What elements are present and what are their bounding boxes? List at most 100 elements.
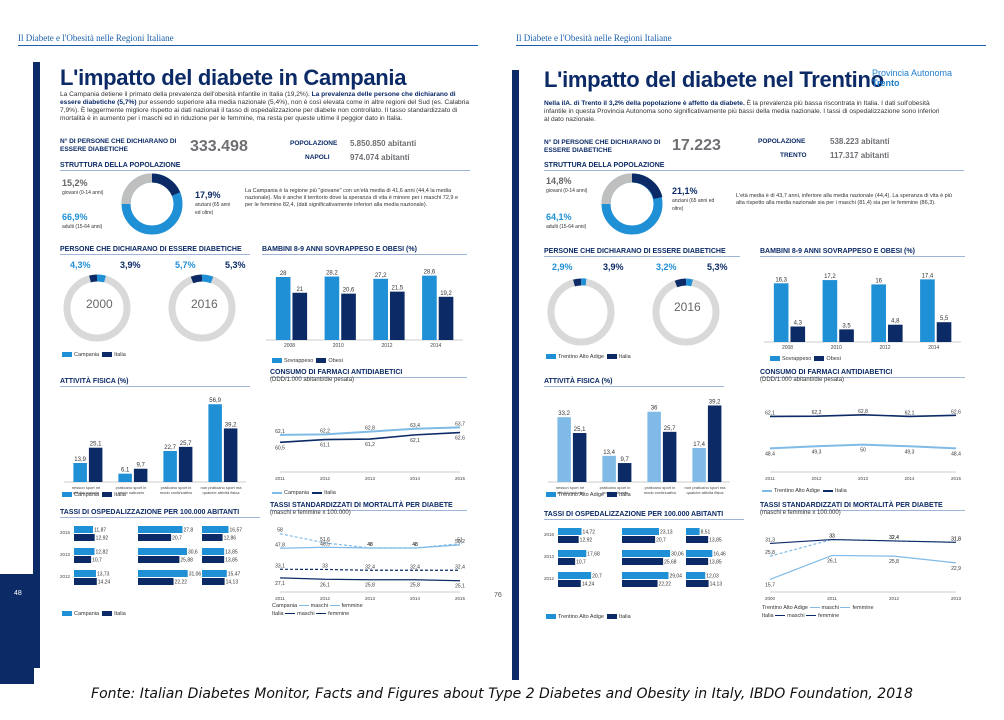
- source-caption: Fonte: Italian Diabetes Monitor, Facts a…: [91, 686, 913, 702]
- bar-label: 17,4: [922, 273, 934, 279]
- hbar: [686, 550, 713, 557]
- bar-label: 13,9: [74, 457, 86, 463]
- diab-2016-region: 5,7%: [175, 260, 196, 270]
- bar-label: 20,7: [592, 574, 602, 580]
- bar: [887, 324, 903, 342]
- bar-label: 16,3: [775, 277, 787, 283]
- point-label: 32,4: [455, 564, 465, 570]
- bar-label: 33,2: [558, 411, 570, 417]
- adult-label: adulti (15-64 anni): [546, 224, 587, 230]
- bar: [839, 329, 854, 342]
- running-head: Il Diabete e l'Obesità nelle Regioni Ita…: [516, 33, 672, 43]
- bar-label: 28,2: [326, 271, 338, 277]
- hbar: [202, 570, 227, 577]
- bar-label: 14,72: [583, 530, 596, 536]
- hbar: [202, 526, 229, 533]
- bar: [163, 450, 177, 482]
- drugs-unit: (DDD/1.000 abitanti/die pesata): [270, 377, 355, 383]
- bar-label: 23,13: [660, 530, 673, 536]
- diab-2016-italy: 5,3%: [225, 260, 246, 270]
- bar-label: 10,7: [576, 560, 586, 566]
- bar-label: 10,7: [92, 558, 102, 564]
- bar: [936, 322, 952, 342]
- point-label: 31,8: [951, 536, 961, 542]
- diab-2016-region: 3,2%: [656, 262, 677, 272]
- page-subtitle: Provincia Autonoma Trento: [872, 68, 953, 88]
- hbar: [138, 556, 180, 563]
- bar-label: 29,04: [669, 574, 682, 580]
- diab-2000-region: 4,3%: [70, 260, 91, 270]
- point-label: 51: [457, 538, 463, 544]
- tick-label: 2015: [455, 476, 466, 481]
- bar-label: 27,2: [375, 273, 387, 279]
- tick-label: attività motoria: [73, 490, 100, 495]
- bar: [373, 278, 388, 340]
- diab-2016-italy: 5,3%: [707, 262, 728, 272]
- bar-label: 36: [651, 406, 658, 412]
- hbar: [138, 526, 183, 533]
- mortality-line-chart: 2000 2011 2012 2013 25,8 33 32,4 31,8 15,7 26,1 25…: [765, 534, 962, 601]
- point-label: 62,1: [275, 429, 285, 435]
- tick-label: 2012: [879, 345, 890, 351]
- point-label: 48,5: [320, 541, 330, 547]
- point-label: 62,6: [951, 409, 961, 415]
- bar-label: 12,92: [96, 536, 109, 542]
- point-label: 48: [367, 542, 373, 548]
- legend-drugs: Trentino Alto Adige Italia: [762, 488, 847, 494]
- bar: [389, 291, 405, 340]
- point-label: 25,8: [765, 550, 775, 556]
- point-label: 31,3: [765, 537, 775, 543]
- point-label: 32,4: [889, 535, 899, 541]
- point-label: 63,7: [455, 421, 465, 427]
- bar: [647, 411, 661, 482]
- series-line: [279, 426, 461, 436]
- bar-label: 28: [280, 271, 287, 277]
- tick-label: 2011: [765, 476, 775, 481]
- population-donut: [121, 173, 183, 235]
- tick-label: 2012: [381, 343, 392, 349]
- bar-label: 13,4: [603, 450, 615, 456]
- adult-pct: 66,9%: [62, 212, 88, 222]
- point-label: 51,6: [320, 537, 330, 543]
- section-drugs: CONSUMO DI FARMACI ANTIDIABETICI: [760, 369, 965, 378]
- bar: [438, 296, 454, 340]
- point-label: 63,4: [410, 423, 420, 429]
- hbar: [74, 534, 95, 541]
- drugs-unit: (DDD/1.000 abitanti/die pesata): [760, 377, 845, 383]
- population-donut: [601, 173, 663, 235]
- bar: [920, 279, 935, 342]
- section-structure: STRUTTURA DELLA POPOLAZIONE: [60, 162, 470, 171]
- bar-label: 17,2: [824, 274, 836, 280]
- bar: [223, 428, 238, 482]
- children-bar-chart: 28 21 2008 28,2 20,6 2010 27,2 21,5 2012 28,6 19,2…: [266, 270, 463, 349]
- year-2016: 2016: [674, 300, 701, 314]
- side-bar: [512, 70, 519, 680]
- bar-label: 20,7: [172, 536, 182, 542]
- bar-label: 39,2: [709, 399, 721, 405]
- running-head: Il Diabete e l'Obesità nelle Regioni Ita…: [18, 33, 174, 43]
- bar: [602, 455, 616, 482]
- tick-label: 2011: [827, 596, 837, 601]
- point-label: 31,8: [951, 536, 961, 542]
- pop-label: POPOLAZIONE: [290, 140, 338, 147]
- drugs-line-chart: 2011 2012 2013 2014 2015 62,1 62,2 62,8 63,4 63,7…: [275, 421, 466, 481]
- tick-label: qualche attività fisica: [203, 490, 241, 495]
- bar-label: 13,85: [709, 538, 722, 544]
- hbar: [558, 536, 579, 543]
- row-label: 2013: [60, 552, 71, 557]
- intro-text: La Campania detiene il primato della pre…: [60, 91, 470, 122]
- mortality-unit: (maschi e femmine x 100.000): [760, 510, 841, 516]
- city-value: 974.074 abitanti: [350, 153, 410, 162]
- bar: [707, 405, 722, 482]
- point-label: 62,2: [812, 410, 822, 416]
- series-line: [279, 431, 461, 444]
- bar-label: 8,51: [701, 530, 711, 536]
- hbar: [558, 528, 582, 535]
- bar-label: 16,57: [230, 528, 243, 534]
- tick-label: non praticano sport ma: [201, 485, 243, 490]
- bar-label: 4,8: [891, 319, 900, 325]
- tick-label: 2011: [275, 596, 285, 601]
- ring-2000-region: [96, 274, 106, 283]
- bar-label: 25,7: [664, 426, 676, 432]
- hbar: [622, 528, 660, 535]
